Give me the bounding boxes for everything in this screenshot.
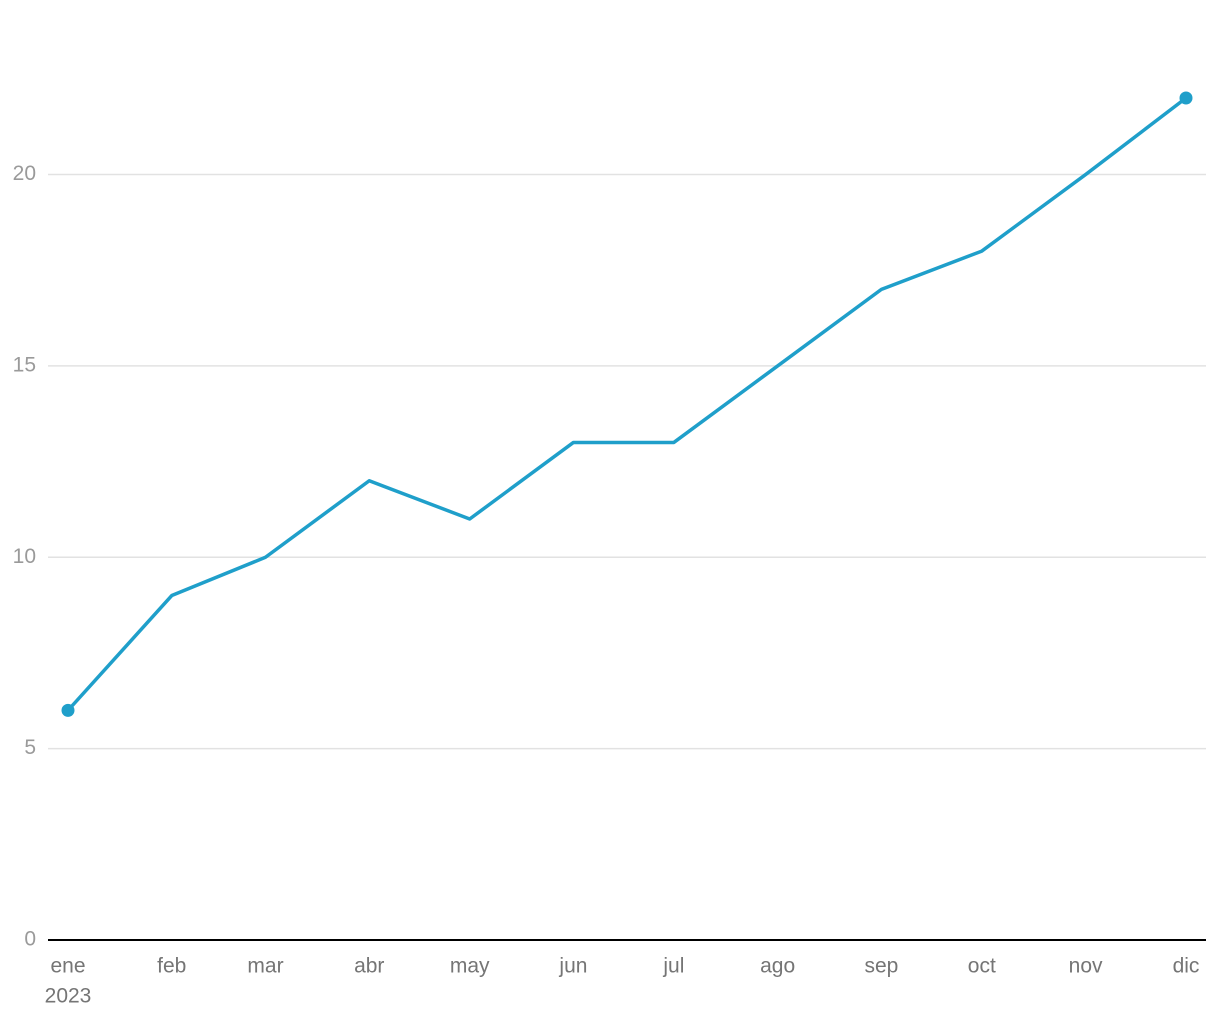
y-tick-label: 20: [13, 162, 36, 185]
x-tick-label: oct: [968, 955, 996, 978]
x-tick-label: abr: [354, 955, 384, 978]
x-tick-label: nov: [1069, 955, 1103, 978]
x-year-label: 2023: [45, 985, 92, 1008]
end-marker: [61, 703, 75, 717]
y-tick-label: 15: [13, 353, 36, 376]
line: [66, 96, 1188, 712]
x-tick-label: ago: [760, 955, 795, 978]
end-marker: [1179, 91, 1193, 105]
y-tick-label: 10: [13, 545, 36, 568]
y-tick-label: 5: [24, 736, 36, 759]
x-tick-label: may: [450, 955, 490, 978]
x-tick-label: sep: [864, 955, 898, 978]
x-tick-label: dic: [1173, 955, 1200, 978]
x-tick-label: ene: [50, 955, 85, 978]
y-tick-label: 0: [24, 928, 36, 951]
x-tick-label: jul: [662, 955, 684, 978]
x-tick-label: jun: [558, 955, 587, 978]
x-tick-label: mar: [247, 955, 283, 978]
x-tick-label: feb: [157, 955, 186, 978]
